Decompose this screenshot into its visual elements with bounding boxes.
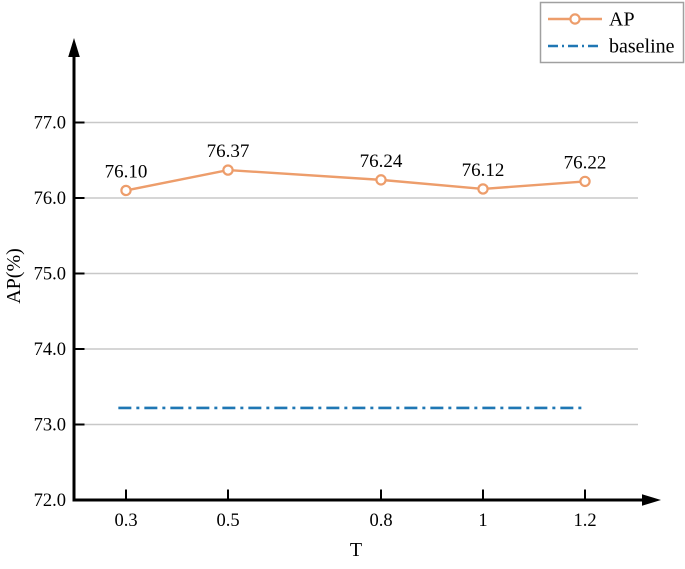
x-tick-label: 1 (478, 511, 487, 531)
y-axis-title: AP(%) (3, 248, 25, 304)
x-axis-title: T (350, 539, 362, 561)
ap-data-label: 76.10 (105, 161, 148, 182)
x-tick-labels: 0.3 0.5 0.8 1 1.2 (114, 511, 596, 531)
legend-item-baseline: baseline (548, 36, 675, 58)
legend-item-ap: AP (548, 9, 635, 31)
ap-marker (477, 183, 489, 195)
y-axis-arrowhead (68, 38, 80, 57)
ap-data-label: 76.22 (564, 152, 607, 173)
y-tick-label: 73.0 (34, 416, 66, 436)
series-ap (120, 164, 591, 197)
x-tick-label: 0.5 (216, 511, 239, 531)
ap-data-labels: 76.10 76.37 76.24 76.12 76.22 (105, 141, 607, 182)
y-tick-label: 72.0 (34, 491, 66, 511)
x-axis-arrowhead (642, 494, 661, 506)
ap-marker (222, 164, 234, 176)
legend-box (539, 1, 685, 64)
axes (68, 38, 661, 506)
gridlines (75, 121, 638, 426)
x-tick-label: 0.3 (114, 511, 137, 531)
y-tick-label: 76.0 (34, 189, 66, 209)
ap-data-label: 76.12 (462, 160, 505, 181)
y-tick-label: 74.0 (34, 340, 66, 360)
legend: AP baseline (539, 1, 685, 64)
y-tick-labels: 72.0 73.0 74.0 75.0 76.0 77.0 (34, 114, 66, 512)
ap-data-label: 76.37 (207, 141, 250, 162)
legend-ap-label: AP (609, 9, 635, 31)
legend-baseline-label: baseline (609, 36, 675, 58)
x-tick-label: 1.2 (573, 511, 596, 531)
ap-data-label: 76.24 (360, 151, 403, 172)
legend-ap-marker-icon (569, 13, 581, 25)
y-tick-label: 75.0 (34, 265, 66, 285)
ap-marker (120, 184, 132, 197)
ap-line (125, 168, 586, 192)
ap-marker (375, 174, 387, 186)
x-tick-label: 0.8 (369, 511, 392, 531)
y-tick-label: 77.0 (34, 114, 66, 134)
ap-marker (579, 175, 591, 188)
axis-ticks (75, 121, 586, 499)
